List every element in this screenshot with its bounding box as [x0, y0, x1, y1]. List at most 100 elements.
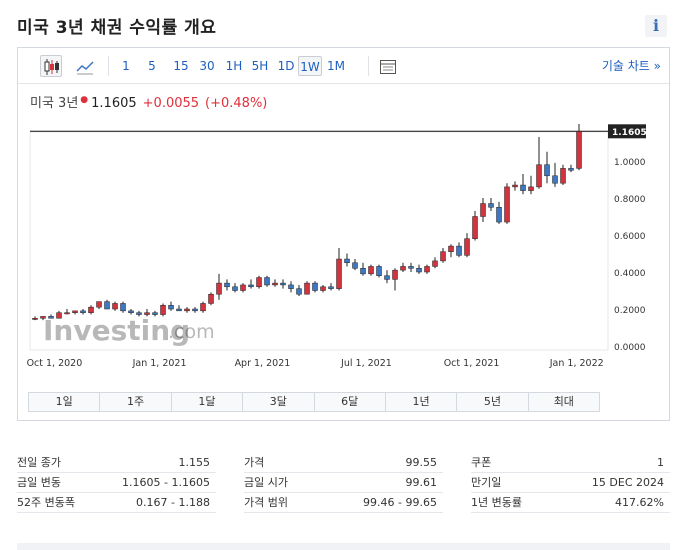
candle-body	[448, 245, 454, 252]
candle-body	[32, 318, 38, 320]
candle-body	[264, 277, 270, 286]
candle-body	[168, 305, 174, 310]
y-tick-label: 0.0000	[614, 343, 646, 353]
candle-body	[128, 310, 134, 313]
chart-widget: 1 5 15 30 1H 5H 1D 1W 1M 기술 차트 » Investing .com 1.…	[17, 47, 670, 421]
candle-body	[480, 203, 486, 217]
candle-body	[80, 310, 86, 313]
stat-label: 금일 변동	[17, 476, 61, 489]
interval-button-5h[interactable]: 5H	[251, 59, 269, 73]
candle-body	[72, 310, 78, 313]
stat-row: 52주 변동폭 0.167 - 1.188	[17, 493, 216, 513]
candle-body	[432, 260, 438, 267]
candle-body	[512, 184, 518, 188]
x-tick-label: Oct 1, 2021	[444, 358, 500, 369]
candle-body	[64, 312, 70, 315]
table-view-icon[interactable]	[376, 55, 398, 77]
stat-value: 1.1605 - 1.1605	[122, 476, 210, 489]
y-tick-label: 0.6000	[614, 232, 646, 242]
interval-button-1[interactable]: 1	[122, 59, 130, 73]
stat-label: 가격	[244, 456, 265, 469]
footer-strip	[17, 543, 670, 550]
candle-body	[136, 312, 142, 315]
range-button-7[interactable]: 최대	[528, 393, 599, 411]
price-change: +0.0055	[142, 96, 200, 111]
candle-body	[328, 286, 334, 289]
candle-body	[208, 293, 214, 304]
range-button-0[interactable]: 1일	[29, 393, 101, 411]
stat-row: 금일 변동 1.1605 - 1.1605	[17, 473, 216, 493]
interval-button-1m[interactable]: 1M	[327, 59, 345, 73]
candle-body	[552, 175, 558, 184]
x-tick-label: Jan 1, 2021	[132, 358, 187, 369]
interval-button-1d[interactable]: 1D	[277, 59, 295, 73]
line-chart-icon[interactable]	[73, 55, 95, 77]
stat-row: 금일 시가 99.61	[244, 473, 443, 493]
interval-button-1h[interactable]: 1H	[225, 59, 243, 73]
candle-body	[520, 184, 526, 191]
candle-body	[240, 284, 246, 291]
candle-body	[96, 301, 102, 308]
candle-body	[112, 303, 118, 310]
candle-body	[504, 186, 510, 223]
stat-value: 0.167 - 1.188	[136, 496, 210, 509]
range-button-3[interactable]: 3달	[243, 393, 315, 411]
range-button-5[interactable]: 1년	[385, 393, 458, 411]
candle-body	[256, 277, 262, 288]
stat-row: 가격 99.55	[244, 453, 443, 473]
last-price-badge	[608, 124, 646, 139]
interval-button-30[interactable]: 30	[199, 59, 215, 73]
stat-row: 전일 종가 1.155	[17, 453, 216, 473]
candle-body	[280, 282, 286, 286]
quote-line: 미국 3년 ● 1.1605 +0.0055 (+0.48%)	[30, 92, 267, 111]
live-dot-icon: ●	[80, 94, 89, 105]
y-tick-label: 1.0000	[614, 158, 646, 168]
candle-body	[160, 305, 166, 315]
candle-body	[40, 316, 46, 319]
candle-body	[272, 282, 278, 286]
candle-body	[104, 301, 110, 310]
stat-label: 만기일	[471, 476, 502, 489]
info-icon[interactable]: i	[645, 15, 667, 37]
candle-body	[400, 266, 406, 271]
range-button-2[interactable]: 1달	[171, 393, 244, 411]
y-tick-label: 0.8000	[614, 195, 646, 205]
advanced-chart-link[interactable]: 기술 차트 »	[601, 59, 661, 73]
range-button-4[interactable]: 6달	[314, 393, 386, 411]
candle-body	[248, 284, 254, 288]
candle-body	[360, 268, 366, 275]
x-tick-label: Oct 1, 2020	[27, 358, 83, 369]
candle-body	[288, 284, 294, 289]
interval-button-5[interactable]: 5	[148, 59, 156, 73]
candle-body	[352, 262, 358, 269]
stat-value: 99.46 - 99.65	[363, 496, 437, 509]
interval-button-15[interactable]: 15	[173, 59, 189, 73]
stat-value: 99.61	[405, 476, 438, 489]
chart-toolbar: 1 5 15 30 1H 5H 1D 1W 1M 기술 차트 »	[18, 48, 669, 84]
toolbar-divider	[108, 56, 109, 76]
candlestick-chart-icon[interactable]	[40, 55, 62, 77]
range-button-1[interactable]: 1주	[100, 393, 172, 411]
stat-label: 가격 범위	[244, 496, 288, 509]
price-chart: Investing.com 1.0000 0.8000 0.6000 0.4000 0.2…	[27, 124, 647, 369]
candle-body	[496, 207, 502, 223]
stat-row: 1년 변동률 417.62%	[471, 493, 670, 513]
toolbar-divider	[368, 56, 369, 76]
stat-label: 전일 종가	[17, 456, 61, 469]
stat-row: 가격 범위 99.46 - 99.65	[244, 493, 443, 513]
candle-body	[312, 282, 318, 291]
candle-body	[152, 312, 158, 315]
page-title: 미국 3년 채권 수익률 개요	[17, 18, 217, 38]
candle-body	[368, 266, 374, 275]
candle-body	[184, 308, 190, 312]
instrument-name: 미국 3년	[30, 96, 79, 111]
stat-row: 만기일 15 DEC 2024	[471, 473, 670, 493]
last-price: 1.1605	[91, 96, 137, 111]
interval-button-1w[interactable]: 1W	[298, 56, 322, 76]
range-button-6[interactable]: 5년	[457, 393, 529, 411]
candle-body	[528, 186, 534, 191]
stat-label: 금일 시가	[244, 476, 288, 489]
candle-body	[304, 282, 310, 295]
watermark-logo: Investing	[43, 314, 190, 347]
candle-body	[416, 268, 422, 273]
